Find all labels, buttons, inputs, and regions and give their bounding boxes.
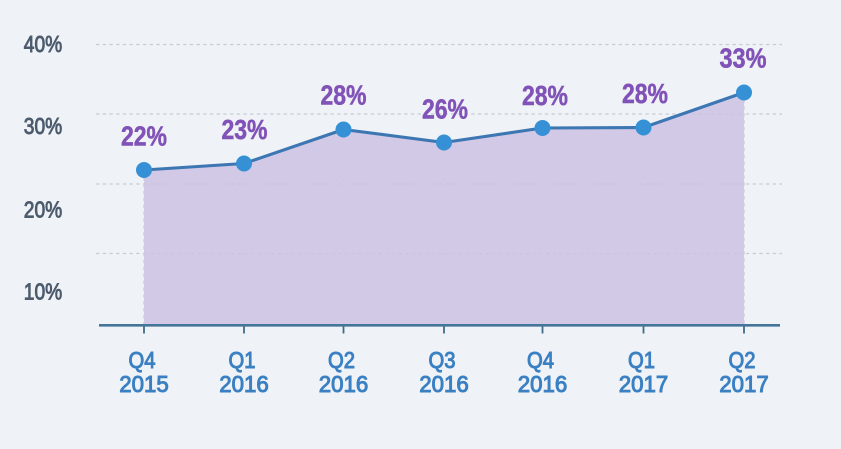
svg-text:2016: 2016 [319, 371, 369, 397]
svg-text:40%: 40% [24, 31, 63, 57]
svg-text:2017: 2017 [719, 371, 769, 397]
svg-text:26%: 26% [422, 93, 468, 124]
svg-text:2016: 2016 [219, 371, 269, 397]
svg-text:Q4: Q4 [129, 347, 156, 373]
svg-text:28%: 28% [622, 78, 668, 109]
svg-text:2017: 2017 [619, 371, 669, 397]
svg-text:2016: 2016 [419, 371, 469, 397]
svg-text:Q4: Q4 [527, 347, 554, 373]
svg-text:20%: 20% [24, 196, 63, 222]
svg-text:28%: 28% [522, 80, 568, 111]
svg-text:Q2: Q2 [328, 347, 355, 373]
svg-text:2015: 2015 [119, 371, 169, 397]
svg-text:22%: 22% [121, 121, 167, 152]
svg-text:Q1: Q1 [628, 347, 655, 373]
svg-text:10%: 10% [24, 278, 63, 304]
svg-text:30%: 30% [24, 113, 63, 139]
svg-text:28%: 28% [321, 80, 367, 111]
svg-text:2016: 2016 [518, 371, 568, 397]
svg-text:33%: 33% [720, 43, 767, 74]
svg-text:Q2: Q2 [729, 347, 756, 373]
svg-text:Q3: Q3 [429, 347, 456, 373]
svg-text:23%: 23% [222, 114, 268, 145]
svg-text:Q1: Q1 [229, 347, 256, 373]
